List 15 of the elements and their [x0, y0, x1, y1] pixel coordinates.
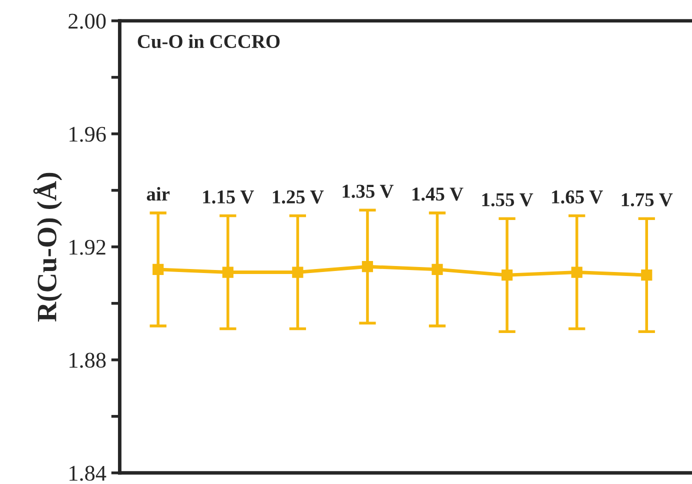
y-tick-label: 1.92: [70, 240, 106, 255]
annotation: 1.75 V: [622, 193, 673, 206]
annotation: 1.45 V: [412, 188, 464, 201]
text: 2.00: [68, 14, 106, 29]
annotation: 1.35 V: [342, 184, 394, 198]
annotation: air: [146, 186, 170, 201]
annotation: 1.65 V: [552, 190, 603, 204]
y-tick-label: 1.96: [70, 126, 106, 142]
y-axis-title: R(Cu-O) (Å): [33, 172, 62, 322]
text: Cu-O in CCCRO: [138, 34, 280, 48]
annotation: 1.55 V: [482, 193, 534, 206]
annotation: 1.25 V: [272, 190, 324, 204]
annotation: 1.15 V: [203, 190, 254, 204]
y-tick-label: 1.84: [70, 466, 106, 481]
y-tick-label: 1.88: [70, 352, 106, 368]
